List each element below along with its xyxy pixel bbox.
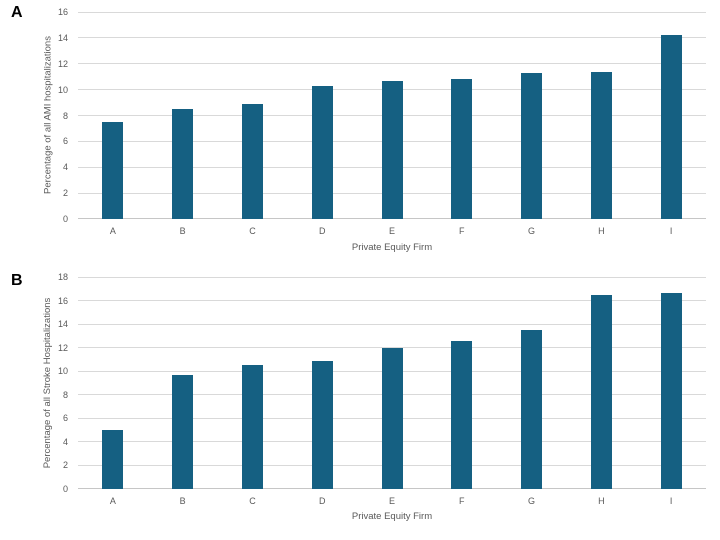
x-category-label: I [669, 226, 673, 236]
y-tick-label: 12 [57, 342, 68, 353]
bar-G [521, 330, 543, 489]
x-category-label: C [249, 226, 256, 236]
panel-a-label: A [11, 4, 23, 21]
bar-H [590, 294, 612, 489]
panel-a-y-tick-labels: 0 2 4 6 8 10 12 14 16 [36, 7, 68, 224]
x-category-label: F [459, 226, 465, 236]
x-category-label: G [528, 226, 536, 236]
x-category-label: I [669, 496, 673, 506]
bar-E [381, 81, 403, 219]
bar-F [451, 79, 473, 219]
gridline [78, 276, 706, 278]
y-tick-label: 0 [62, 484, 68, 494]
x-category-label: E [388, 226, 395, 236]
panel-a: A Percentage of all AMI hospitalizations… [11, 4, 706, 253]
y-tick-label: 8 [62, 389, 68, 400]
panel-a-x-category-labels: A B C D E F G H I [78, 225, 706, 237]
bar-B [172, 109, 194, 219]
bar-C [241, 365, 263, 489]
panel-a-x-axis-title: Private Equity Firm [351, 242, 433, 253]
panel-b: B Percentage of all Stroke Hospitalizati… [0, 270, 720, 540]
gridline [78, 11, 706, 13]
bar-D [311, 85, 333, 219]
panel-b-x-category-labels: A B C D E F G H I [78, 495, 706, 507]
x-category-label: B [179, 496, 186, 506]
x-category-label: E [388, 496, 395, 506]
bar-A [102, 121, 124, 219]
y-tick-label: 8 [62, 110, 68, 121]
y-tick-label: 14 [57, 319, 68, 330]
bar-F [451, 340, 473, 489]
panel-b-y-tick-labels: 0 2 4 6 8 10 12 14 16 18 [36, 272, 68, 494]
x-category-label: H [598, 496, 605, 506]
x-category-label: D [318, 226, 326, 236]
x-category-label: C [249, 496, 256, 506]
bar-E [381, 347, 403, 489]
y-tick-label: 16 [57, 7, 68, 17]
panel-a-plot-area [78, 11, 706, 219]
y-tick-label: 12 [57, 58, 68, 69]
gridline [78, 323, 706, 325]
y-tick-label: 4 [62, 162, 68, 173]
panel-b-plot-area [78, 276, 706, 489]
y-tick-label: 0 [62, 214, 68, 224]
panel-b-x-axis-title: Private Equity Firm [351, 511, 433, 522]
x-category-label: B [179, 226, 186, 236]
x-category-label: G [528, 496, 536, 506]
bar-D [311, 360, 333, 489]
bar-C [241, 103, 263, 219]
y-tick-label: 10 [57, 366, 68, 377]
gridline [78, 63, 706, 65]
x-category-label: H [598, 226, 605, 236]
bar-I [660, 293, 682, 489]
y-tick-label: 10 [57, 84, 68, 95]
x-category-label: A [109, 496, 116, 506]
y-tick-label: 6 [62, 413, 68, 424]
y-tick-label: 6 [62, 136, 68, 147]
x-category-label: A [109, 226, 116, 236]
bar-G [521, 72, 543, 219]
gridline [78, 300, 706, 302]
bar-A [102, 430, 124, 489]
y-tick-label: 4 [62, 436, 68, 447]
y-tick-label: 2 [62, 460, 68, 471]
gridline [78, 37, 706, 39]
x-category-label: F [459, 496, 465, 506]
y-tick-label: 2 [62, 188, 68, 199]
bar-I [660, 35, 682, 219]
y-tick-label: 14 [57, 32, 68, 43]
y-tick-label: 18 [57, 272, 68, 282]
panel-b-label: B [11, 272, 23, 289]
bar-H [590, 72, 612, 219]
y-tick-label: 16 [57, 295, 68, 306]
x-category-label: D [318, 496, 326, 506]
bar-B [172, 374, 194, 489]
